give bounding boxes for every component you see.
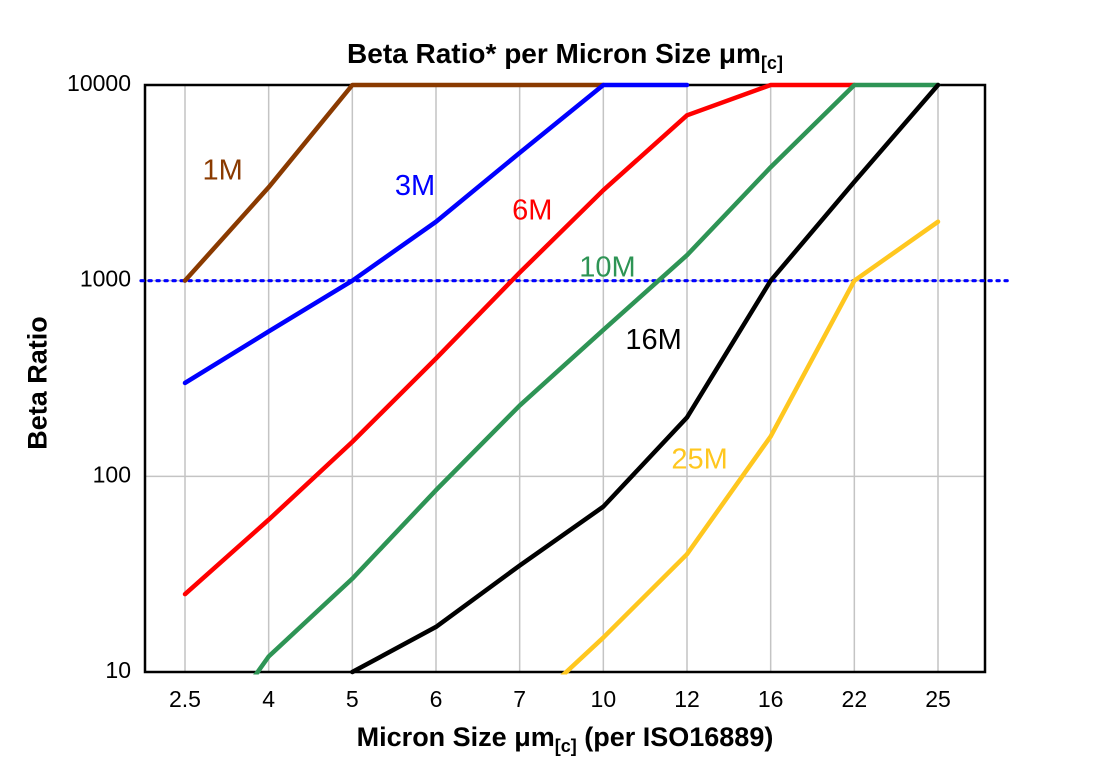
series-label-16M: 16M bbox=[625, 324, 681, 356]
series-group bbox=[182, 82, 941, 675]
series-line-25M bbox=[560, 219, 941, 675]
series-label-10M: 10M bbox=[579, 251, 635, 283]
y-tick-label-10000: 10000 bbox=[67, 70, 131, 96]
series-label-1M: 1M bbox=[203, 154, 243, 186]
chart-title: Beta Ratio* per Micron Size μm[c] bbox=[145, 38, 985, 74]
chart-title-subscript: [c] bbox=[760, 53, 783, 73]
series-label-25M: 25M bbox=[671, 443, 727, 475]
y-tick-label-100: 100 bbox=[93, 461, 131, 487]
x-tick-label-7: 7 bbox=[513, 686, 526, 712]
series-line-10M bbox=[253, 82, 941, 675]
x-tick-label-25: 25 bbox=[925, 686, 951, 712]
x-tick-label-4: 4 bbox=[262, 686, 275, 712]
series-line-16M bbox=[350, 82, 941, 675]
series-label-6M: 6M bbox=[512, 194, 552, 226]
chart-title-main: Beta Ratio* per Micron Size μm bbox=[347, 38, 761, 69]
y-tick-label-1000: 1000 bbox=[80, 266, 131, 292]
series-line-6M bbox=[182, 82, 857, 597]
y-tick-label-10: 10 bbox=[105, 657, 131, 683]
x-axis-label-main: Micron Size μm bbox=[356, 722, 555, 752]
series-label-3M: 3M bbox=[395, 170, 435, 202]
x-tick-label-2.5: 2.5 bbox=[169, 686, 201, 712]
x-axis-label-tail: (per ISO16889) bbox=[576, 722, 774, 752]
x-tick-label-16: 16 bbox=[758, 686, 784, 712]
series-line-1M bbox=[182, 82, 606, 283]
series-line-3M bbox=[182, 82, 690, 386]
x-axis-label: Micron Size μm[c] (per ISO16889) bbox=[145, 722, 985, 757]
x-axis-label-subscript: [c] bbox=[554, 736, 577, 756]
x-tick-label-6: 6 bbox=[430, 686, 443, 712]
x-tick-label-22: 22 bbox=[842, 686, 868, 712]
x-tick-label-12: 12 bbox=[674, 686, 700, 712]
x-tick-label-10: 10 bbox=[591, 686, 617, 712]
x-tick-label-5: 5 bbox=[346, 686, 359, 712]
